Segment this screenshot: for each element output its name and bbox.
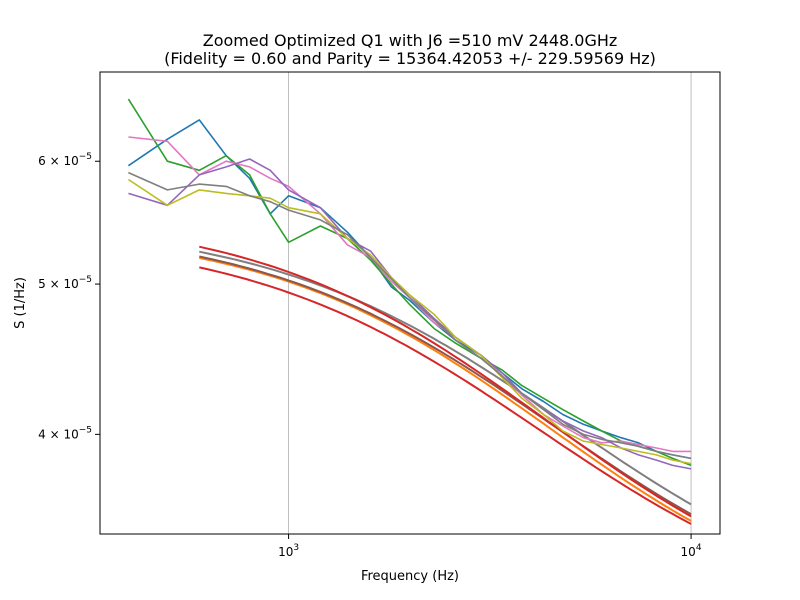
y-tick-label: 4 × 10−5	[38, 425, 92, 441]
fit-curve-0	[199, 266, 692, 525]
chart-subtitle: (Fidelity = 0.60 and Parity = 15364.4205…	[164, 49, 656, 68]
data-series-5	[128, 171, 692, 460]
fit-curve-3	[199, 250, 692, 506]
data-series-3	[128, 158, 692, 470]
x-axis-label: Frequency (Hz)	[361, 569, 459, 584]
axes-frame	[99, 71, 721, 535]
fit-curve-4	[199, 245, 692, 518]
series-layer	[127, 98, 692, 525]
y-axis-ticks: 6 × 10−5 5 × 10−5 4 × 10−5	[38, 152, 100, 441]
chart-title: Zoomed Optimized Q1 with J6 =510 mV 2448…	[203, 31, 618, 50]
y-tick-label: 6 × 10−5	[38, 152, 92, 168]
y-tick-label: 5 × 10−5	[38, 275, 92, 291]
data-series-1	[127, 98, 692, 467]
x-axis-ticks: 103 104	[278, 534, 702, 559]
data-series-0	[127, 119, 692, 460]
grid-lines	[288, 72, 692, 534]
x-tick-label: 103	[278, 543, 299, 559]
y-axis-label: S (1/Hz)	[13, 277, 28, 329]
fit-curve-1	[199, 256, 692, 522]
plot-area: 103 104 6 × 10−5 5 × 10−5 4 × 10−5	[38, 71, 721, 559]
x-tick-label: 104	[681, 543, 702, 559]
